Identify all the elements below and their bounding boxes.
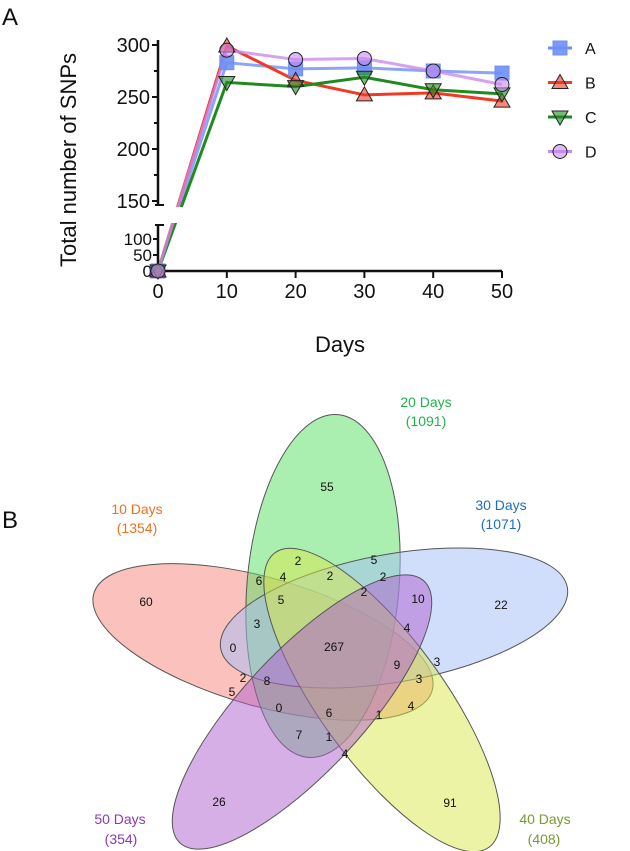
y-tick-label: 0 bbox=[143, 262, 152, 281]
data-point-C bbox=[217, 75, 236, 92]
legend-marker-C bbox=[551, 110, 569, 127]
y-tick-label: 50 bbox=[133, 246, 152, 265]
series-line-B bbox=[156, 43, 503, 272]
data-point-D bbox=[219, 42, 235, 58]
y-tick-label: 200 bbox=[117, 139, 150, 161]
venn-region-count: 3 bbox=[416, 672, 423, 686]
venn-region-count: 2 bbox=[240, 671, 247, 685]
data-point-D bbox=[150, 263, 166, 279]
venn-region-count: 4 bbox=[280, 570, 287, 584]
venn-region-count: 4 bbox=[408, 699, 415, 713]
venn-region-count: 2 bbox=[361, 585, 368, 599]
venn-label-10-days: 10 Days bbox=[111, 501, 162, 517]
data-point-B bbox=[355, 85, 374, 102]
venn-diagram: 20 Days (1091) 10 Days (1354) 30 Days (1… bbox=[92, 394, 571, 851]
series-line-A bbox=[156, 61, 503, 272]
venn-count-20-days: (1091) bbox=[406, 413, 446, 429]
legend-marker-B bbox=[551, 73, 569, 89]
y-tick-label: 150 bbox=[117, 191, 150, 213]
venn-region-count: 267 bbox=[324, 640, 344, 654]
axis-break-gap bbox=[150, 207, 190, 223]
venn-region-count: 6 bbox=[256, 574, 263, 588]
venn-set-50-days bbox=[171, 574, 433, 850]
venn-region-count: 91 bbox=[443, 796, 457, 810]
legend-label-B: B bbox=[585, 76, 596, 93]
venn-label-50-days: 50 Days bbox=[94, 811, 145, 827]
venn-region-count: 4 bbox=[404, 621, 411, 635]
venn-region-count: 7 bbox=[296, 728, 303, 742]
x-tick-label: 40 bbox=[422, 281, 444, 303]
venn-region-count: 8 bbox=[264, 674, 271, 688]
venn-region-count: 2 bbox=[380, 570, 387, 584]
venn-label-40-days: 40 Days bbox=[519, 811, 570, 827]
data-point-D bbox=[288, 52, 304, 68]
venn-region-count: 5 bbox=[278, 593, 285, 607]
venn-region-count: 2 bbox=[327, 569, 334, 583]
x-tick-label: 50 bbox=[491, 281, 513, 303]
venn-region-count: 10 bbox=[411, 592, 425, 606]
y-axis-label: Total number of SNPs bbox=[56, 53, 81, 267]
venn-region-count: 60 bbox=[139, 595, 153, 609]
venn-region-count: 5 bbox=[229, 685, 236, 699]
data-point-C bbox=[355, 70, 374, 87]
venn-region-count: 2 bbox=[295, 554, 302, 568]
x-tick-label: 0 bbox=[152, 281, 163, 303]
data-point-C bbox=[286, 80, 305, 96]
x-tick-label: 10 bbox=[216, 281, 238, 303]
venn-region-count: 1 bbox=[376, 708, 383, 722]
y-tick-label: 250 bbox=[117, 87, 150, 109]
legend-label-D: D bbox=[585, 145, 597, 162]
x-tick-label: 30 bbox=[353, 281, 375, 303]
venn-region-count: 0 bbox=[276, 701, 283, 715]
venn-region-count: 5 bbox=[371, 553, 378, 567]
data-point-D bbox=[494, 77, 510, 93]
venn-region-count: 55 bbox=[320, 480, 334, 494]
venn-region-count: 0 bbox=[230, 641, 237, 655]
y-tick-label: 300 bbox=[117, 35, 150, 57]
x-axis-label: Days bbox=[315, 332, 365, 357]
panel-a-label: A bbox=[2, 4, 18, 31]
series-line-C bbox=[156, 75, 503, 272]
legend-label-A: A bbox=[585, 41, 596, 58]
venn-count-10-days: (1354) bbox=[117, 520, 157, 536]
legend-marker-D bbox=[552, 144, 568, 159]
data-point-C bbox=[424, 83, 443, 99]
venn-region-count: 1 bbox=[326, 730, 333, 744]
venn-region-count: 6 bbox=[326, 706, 333, 720]
venn-region-count: 3 bbox=[434, 655, 441, 669]
venn-label-30-days: 30 Days bbox=[475, 497, 526, 513]
venn-region-count: 9 bbox=[394, 658, 401, 672]
series-line-D bbox=[156, 48, 503, 272]
venn-region-count: 26 bbox=[212, 795, 226, 809]
data-point-D bbox=[356, 51, 372, 67]
venn-region-count: 3 bbox=[254, 617, 261, 631]
venn-count-40-days: (408) bbox=[528, 831, 561, 847]
data-point-D bbox=[425, 63, 441, 79]
panel-b-label: B bbox=[2, 507, 18, 534]
venn-region-count: 4 bbox=[342, 747, 349, 761]
venn-region-count: 22 bbox=[494, 598, 508, 612]
venn-count-50-days: (354) bbox=[105, 831, 138, 847]
legend-label-C: C bbox=[585, 110, 597, 127]
venn-count-30-days: (1071) bbox=[481, 516, 521, 532]
data-point-A bbox=[219, 55, 235, 71]
legend-marker-A bbox=[552, 40, 568, 56]
x-tick-label: 20 bbox=[284, 281, 306, 303]
y-tick-label: 100 bbox=[124, 230, 152, 249]
venn-label-20-days: 20 Days bbox=[400, 394, 451, 410]
